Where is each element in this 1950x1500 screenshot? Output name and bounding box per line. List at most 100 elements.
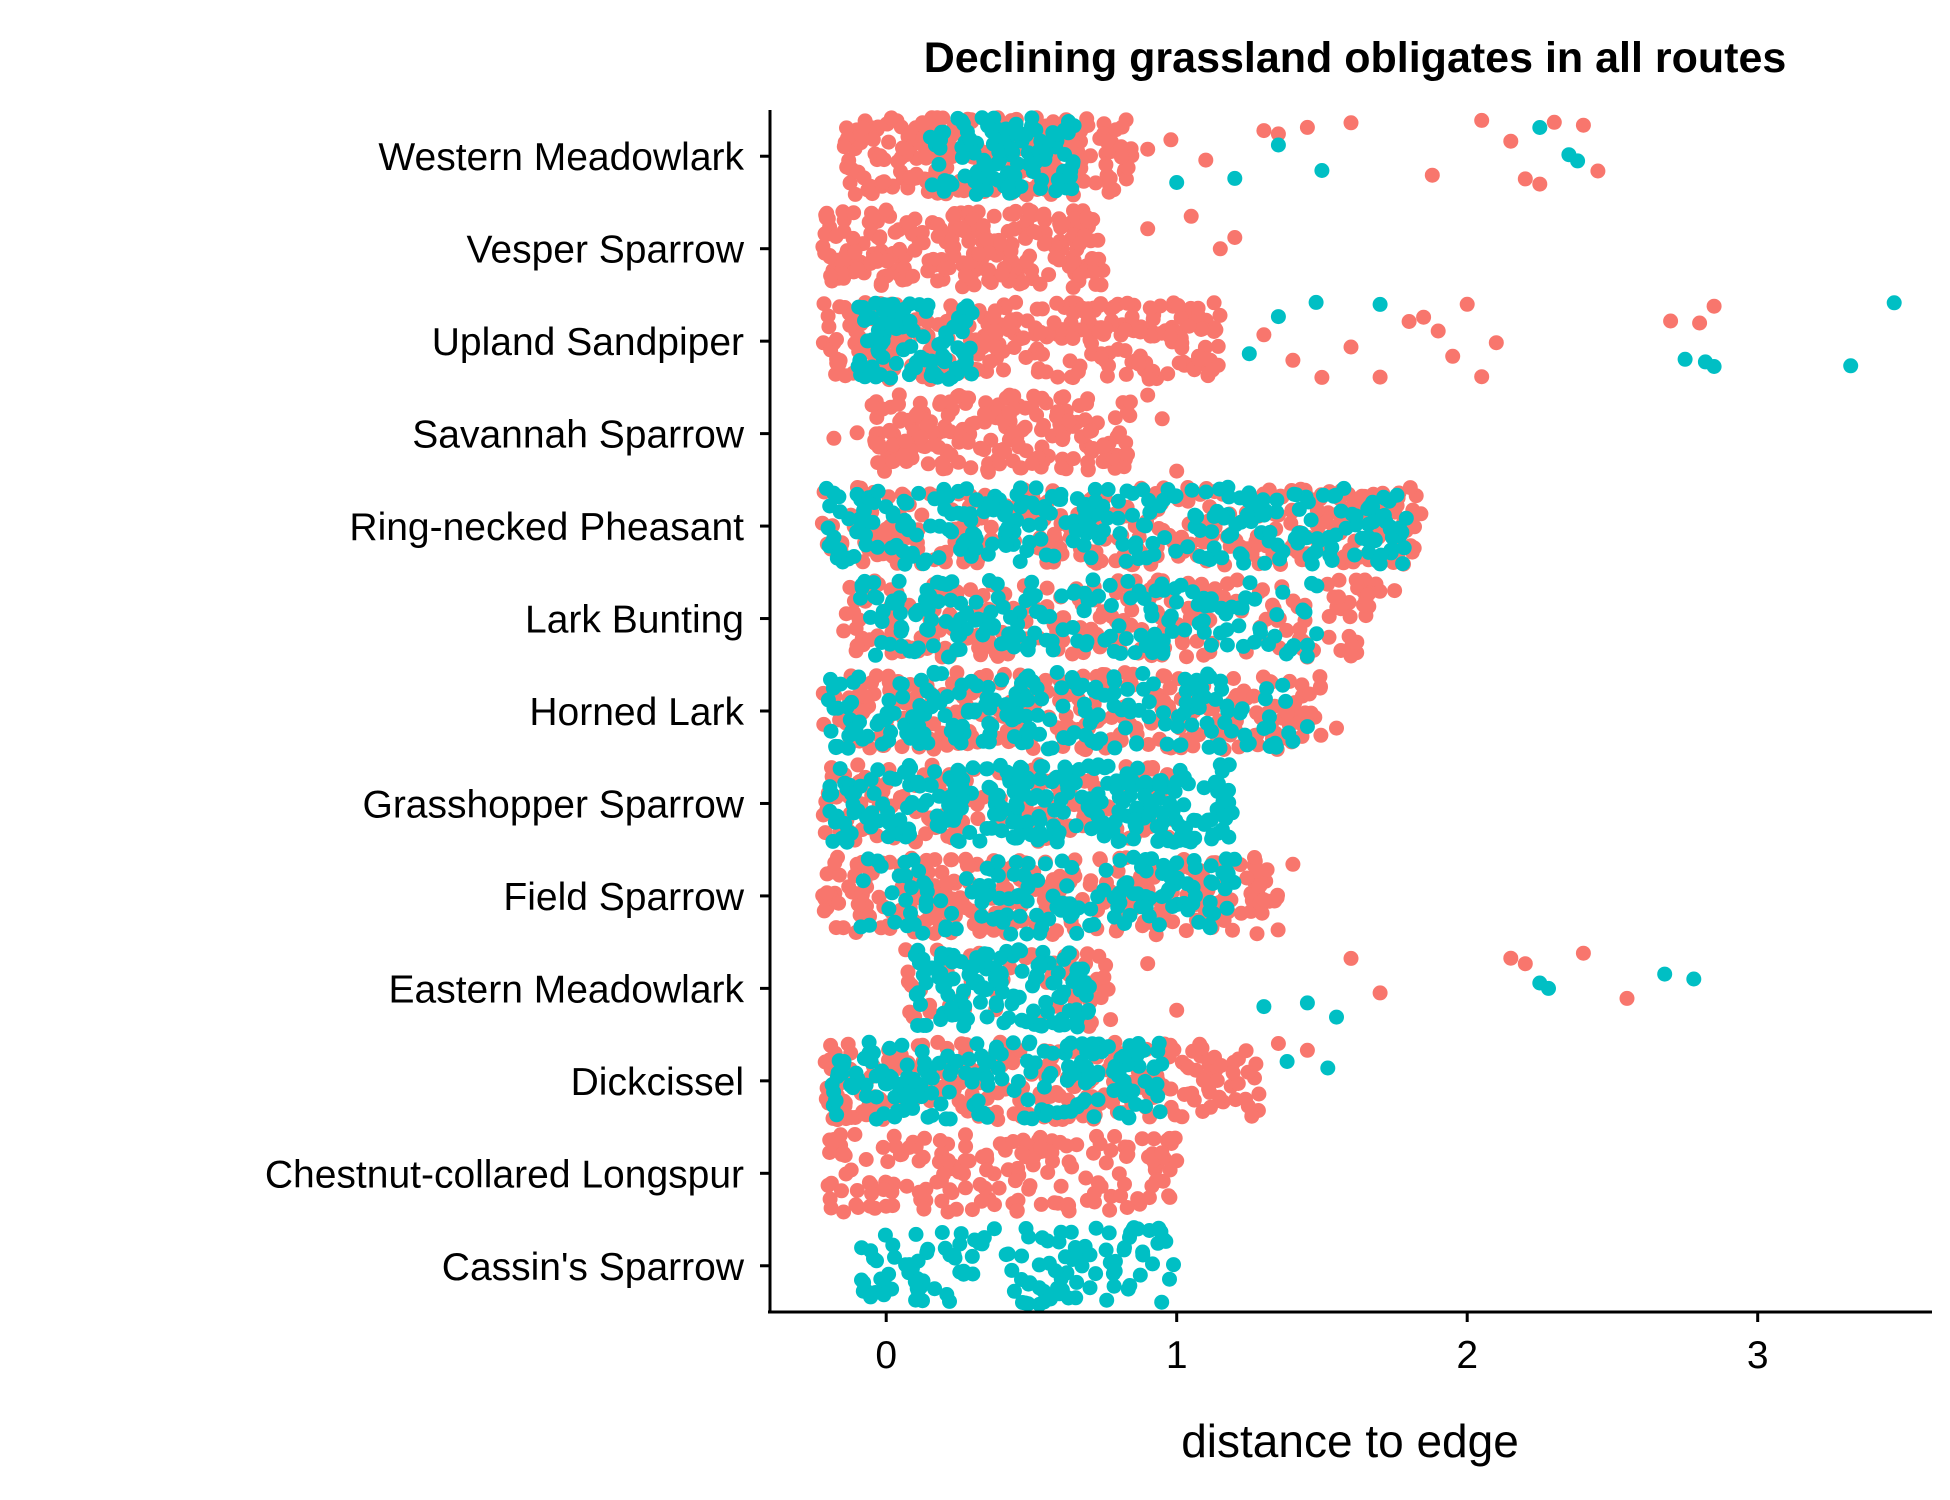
data-point — [978, 982, 994, 998]
data-point — [1315, 487, 1331, 503]
data-point — [1110, 341, 1126, 357]
data-point — [1130, 1191, 1146, 1207]
data-point — [887, 224, 903, 240]
data-point — [864, 397, 880, 413]
data-point — [1053, 486, 1069, 502]
data-point — [1180, 776, 1196, 792]
data-point — [935, 492, 951, 508]
data-point — [1049, 126, 1065, 142]
data-point — [1037, 856, 1053, 872]
data-point — [840, 1036, 856, 1052]
data-point — [832, 761, 848, 777]
data-point — [1170, 719, 1185, 734]
data-point — [975, 627, 991, 643]
data-point — [1041, 267, 1057, 283]
data-point — [887, 771, 903, 787]
data-point — [1102, 170, 1118, 186]
data-point — [986, 170, 1001, 186]
data-point — [1076, 696, 1092, 712]
data-point — [968, 594, 984, 610]
data-point — [895, 689, 911, 705]
data-point — [867, 1200, 883, 1216]
data-point — [1087, 481, 1103, 497]
data-point — [1026, 388, 1042, 404]
data-point — [905, 268, 921, 284]
data-point — [1077, 1075, 1093, 1091]
data-point — [889, 1076, 905, 1092]
data-point — [1177, 671, 1193, 687]
data-point — [908, 407, 924, 423]
data-point — [836, 1204, 852, 1220]
data-point — [1214, 763, 1230, 779]
data-point — [866, 785, 882, 801]
data-point — [944, 1000, 959, 1015]
data-point — [1193, 322, 1209, 337]
data-point — [966, 704, 982, 720]
data-point — [1092, 1136, 1108, 1152]
data-point — [950, 483, 966, 499]
data-point — [894, 638, 909, 654]
data-point — [952, 1264, 968, 1280]
data-point — [1118, 366, 1134, 382]
data-point — [1297, 604, 1313, 620]
data-point — [1204, 524, 1220, 540]
data-point — [1532, 120, 1548, 135]
data-point — [873, 920, 889, 936]
data-point — [1619, 990, 1635, 1006]
data-point — [1135, 1247, 1151, 1263]
data-point — [1106, 698, 1122, 714]
data-point — [878, 711, 894, 727]
points-layer — [814, 110, 1902, 1312]
data-point — [1021, 517, 1037, 533]
data-point — [943, 592, 959, 608]
data-point — [1253, 624, 1268, 640]
data-point — [904, 545, 920, 561]
data-point — [881, 692, 897, 708]
data-point — [1017, 1295, 1033, 1311]
data-point — [985, 536, 1000, 552]
data-point — [1018, 593, 1034, 609]
data-point — [916, 1201, 932, 1217]
data-point — [1326, 589, 1342, 605]
data-point — [952, 642, 968, 657]
data-point — [1047, 974, 1063, 990]
data-point — [1060, 1197, 1076, 1212]
data-point — [987, 303, 1003, 319]
data-point — [927, 1281, 943, 1297]
data-point — [1287, 530, 1303, 546]
data-point — [891, 573, 907, 589]
data-point — [1061, 1154, 1077, 1170]
data-point — [822, 803, 838, 819]
data-point — [1004, 1262, 1020, 1278]
data-point — [1112, 852, 1128, 868]
data-point — [882, 422, 898, 438]
data-point — [1145, 535, 1161, 551]
data-point — [1069, 491, 1085, 507]
data-point — [1169, 175, 1185, 190]
data-point — [913, 429, 929, 445]
data-point — [993, 950, 1008, 966]
data-point — [1145, 1256, 1160, 1272]
data-point — [933, 893, 949, 909]
data-point — [1099, 134, 1115, 150]
data-point — [959, 299, 975, 315]
data-point — [869, 1253, 884, 1269]
data-point — [842, 579, 858, 595]
data-point — [957, 1153, 973, 1169]
data-point — [1191, 351, 1206, 367]
data-point — [902, 170, 918, 185]
data-point — [929, 817, 945, 833]
data-point — [989, 576, 1005, 592]
data-point — [1003, 926, 1019, 942]
data-point — [834, 1066, 850, 1081]
data-point — [1126, 812, 1142, 828]
data-point — [817, 245, 833, 261]
data-point — [1112, 425, 1127, 441]
data-point — [856, 170, 872, 186]
data-point — [965, 760, 981, 776]
data-point — [1030, 707, 1046, 723]
data-point — [1270, 126, 1286, 142]
data-point — [1058, 515, 1074, 531]
data-point — [1106, 1259, 1122, 1274]
data-point — [992, 1136, 1008, 1152]
